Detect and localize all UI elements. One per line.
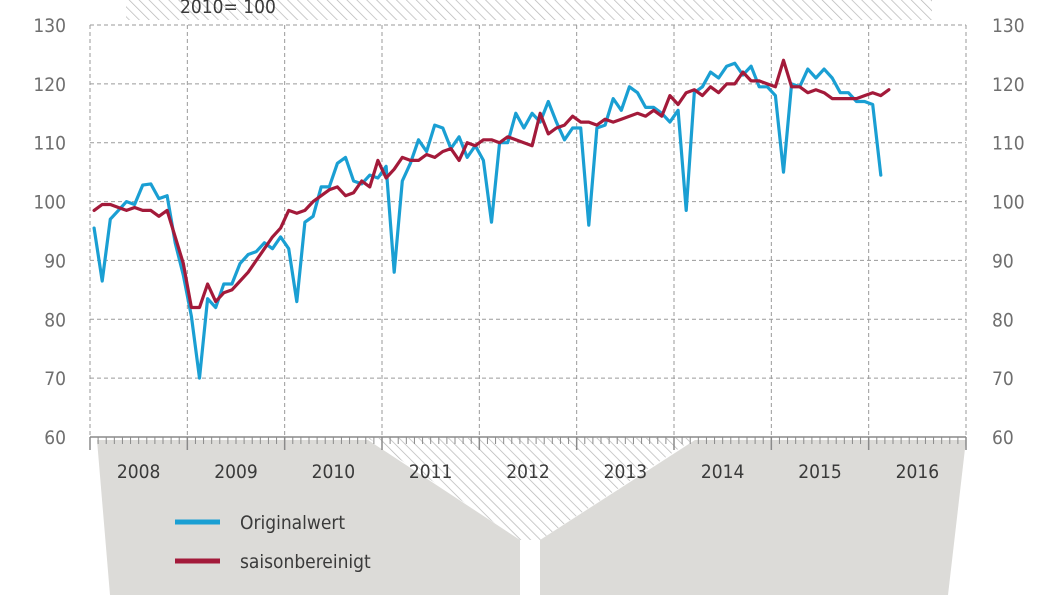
y-tick-label-right: 70	[992, 368, 1014, 390]
x-axis: 2008 2009 2010 2011 2012 2013 2014 2015 2016	[89, 436, 967, 483]
x-tick-label-year: 2010	[312, 461, 356, 483]
legend-label-saisonbereinigt: saisonbereinigt	[240, 551, 371, 573]
y-tick-label-right: 100	[992, 192, 1025, 214]
legend: Originalwert saisonbereinigt	[175, 512, 371, 573]
y-tick-label-left: 70	[44, 368, 66, 390]
y-tick-label-right: 130	[992, 15, 1025, 37]
y-tick-label-left: 90	[44, 250, 66, 272]
y-tick-label-left: 110	[33, 133, 66, 155]
legend-item-originalwert: Originalwert	[175, 512, 345, 534]
x-tick-label-year: 2009	[214, 461, 258, 483]
x-tick-label-year: 2008	[117, 461, 161, 483]
y-axis-left: 60 70 80 90 100 110 120 130	[33, 15, 66, 449]
x-tick-label-year: 2015	[798, 461, 842, 483]
y-axis-right: 60 70 80 90 100 110 120 130	[992, 15, 1025, 449]
background-decoration	[90, 0, 966, 595]
x-tick-label-year: 2012	[506, 461, 550, 483]
y-tick-label-left: 80	[44, 309, 66, 331]
y-tick-label-left: 120	[33, 74, 66, 96]
grid	[89, 24, 967, 437]
legend-panel-right	[540, 440, 966, 595]
y-tick-label-right: 90	[992, 250, 1014, 272]
y-tick-label-right: 110	[992, 133, 1025, 155]
x-tick-label-year: 2016	[896, 461, 940, 483]
y-tick-label-left: 100	[33, 192, 66, 214]
y-tick-label-right: 60	[992, 427, 1014, 449]
chart-subtitle: 2010= 100	[180, 0, 276, 18]
series-group	[92, 58, 891, 380]
series-line-saisonbereinigt	[92, 58, 891, 310]
legend-panel-left	[97, 440, 520, 595]
legend-label-originalwert: Originalwert	[240, 512, 345, 534]
series-line-originalwert	[92, 61, 883, 380]
hatched-panel	[368, 438, 695, 540]
x-tick-label-year: 2011	[409, 461, 453, 483]
y-tick-label-right: 80	[992, 309, 1014, 331]
legend-item-saisonbereinigt: saisonbereinigt	[175, 551, 371, 573]
subtitle-box	[126, 0, 932, 20]
y-tick-label-left: 60	[44, 427, 66, 449]
x-tick-label-year: 2014	[701, 461, 745, 483]
x-tick-label-year: 2013	[604, 461, 648, 483]
plot-area	[90, 25, 966, 437]
y-tick-label-left: 130	[33, 15, 66, 37]
y-tick-label-right: 120	[992, 74, 1025, 96]
